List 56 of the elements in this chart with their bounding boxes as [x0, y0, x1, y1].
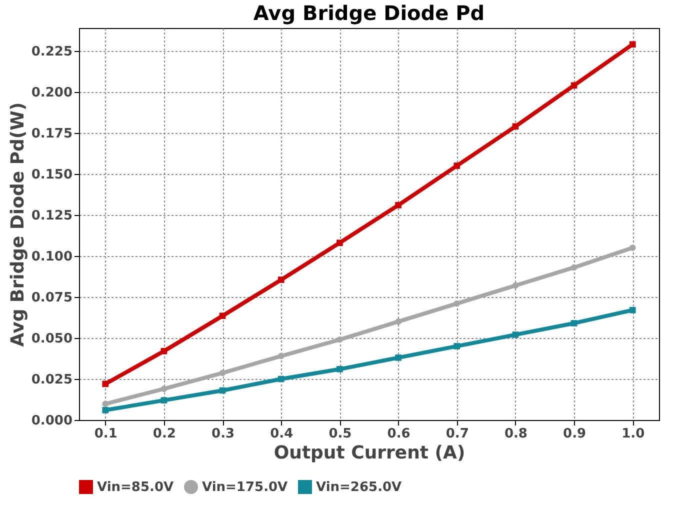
point — [570, 82, 578, 89]
x-tick-label: 0.5 — [328, 426, 352, 442]
x-tick-label: 0.4 — [270, 426, 294, 442]
point — [102, 380, 109, 388]
point — [219, 312, 226, 320]
point — [278, 352, 284, 360]
y-tick-label: 0.025 — [31, 372, 72, 388]
chart-title: Avg Bridge Diode Pd — [253, 1, 485, 25]
point — [629, 244, 636, 251]
x-tick-label: 0.9 — [563, 426, 586, 442]
y-tick-label: 0.075 — [31, 290, 72, 306]
point — [512, 123, 519, 130]
y-tick-label: 0.100 — [31, 249, 72, 264]
y-axis-title: Avg Bridge Diode Pd(W) — [7, 102, 28, 347]
y-tick-label: 0.175 — [31, 126, 72, 142]
point — [336, 240, 343, 246]
point — [454, 343, 460, 350]
point — [512, 332, 519, 338]
x-tick-label: 1.0 — [622, 426, 645, 442]
point — [629, 41, 636, 48]
point — [160, 348, 168, 354]
point — [102, 400, 109, 408]
point — [570, 320, 578, 326]
point — [395, 318, 402, 325]
point — [102, 406, 109, 414]
y-tick-label: 0.200 — [31, 85, 72, 100]
x-tick-label: 0.1 — [94, 426, 118, 442]
legend-label: Vin=175.0V — [202, 480, 288, 495]
point — [278, 276, 284, 283]
point — [160, 386, 168, 392]
x-tick-label: 0.8 — [504, 426, 528, 442]
x-tick-label: 0.2 — [152, 426, 176, 442]
y-tick-label: 0.050 — [31, 331, 72, 346]
point — [454, 300, 460, 307]
y-tick-label: 0.125 — [31, 208, 72, 224]
x-tick-label: 0.7 — [446, 426, 469, 442]
point — [512, 282, 519, 289]
point — [219, 387, 226, 394]
point — [570, 264, 578, 271]
point — [395, 354, 402, 361]
y-tick-label: 0.000 — [31, 414, 72, 428]
point — [160, 397, 168, 404]
x-tick-label: 0.6 — [387, 426, 410, 442]
point — [336, 366, 343, 372]
point — [278, 376, 284, 382]
point — [454, 162, 460, 169]
legend-label: Vin=265.0V — [316, 480, 402, 495]
point — [395, 202, 402, 208]
legend-label: Vin=85.0V — [97, 480, 174, 495]
point — [219, 370, 226, 376]
x-axis-title: Output Current (A) — [274, 442, 466, 464]
y-tick-label: 0.225 — [31, 44, 72, 60]
y-tick-label: 0.150 — [31, 167, 72, 182]
x-tick-label: 0.3 — [212, 426, 235, 442]
point — [336, 336, 343, 343]
point — [629, 306, 636, 314]
